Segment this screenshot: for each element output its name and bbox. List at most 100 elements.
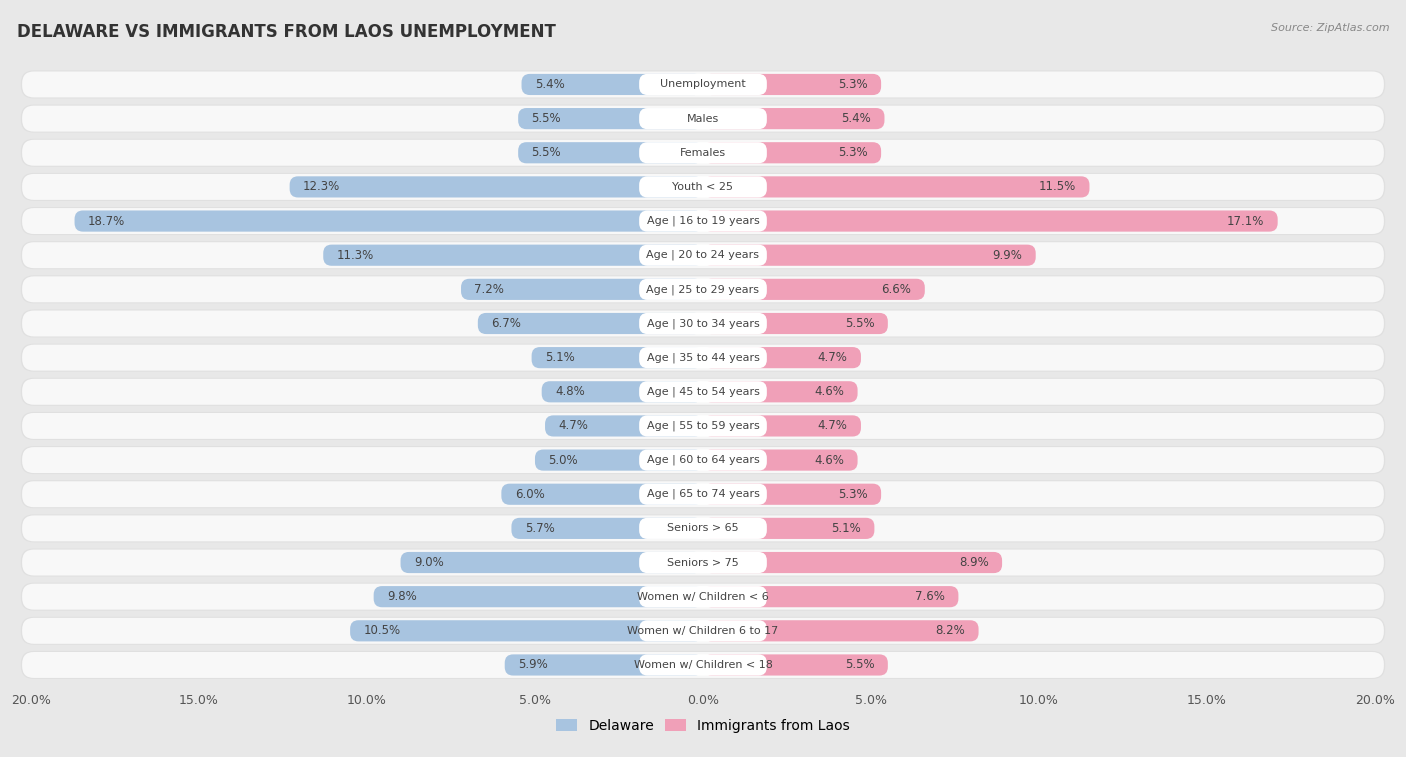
Text: 5.1%: 5.1% — [831, 522, 860, 535]
FancyBboxPatch shape — [703, 108, 884, 129]
FancyBboxPatch shape — [22, 174, 1384, 200]
Text: Age | 45 to 54 years: Age | 45 to 54 years — [647, 387, 759, 397]
Text: Youth < 25: Youth < 25 — [672, 182, 734, 192]
FancyBboxPatch shape — [22, 310, 1384, 336]
FancyBboxPatch shape — [541, 382, 703, 403]
FancyBboxPatch shape — [22, 106, 1384, 132]
Text: 5.4%: 5.4% — [841, 112, 872, 125]
FancyBboxPatch shape — [703, 382, 858, 403]
Text: Age | 65 to 74 years: Age | 65 to 74 years — [647, 489, 759, 500]
Text: 4.7%: 4.7% — [558, 419, 588, 432]
FancyBboxPatch shape — [640, 245, 766, 266]
Text: 9.8%: 9.8% — [387, 590, 416, 603]
FancyBboxPatch shape — [640, 484, 766, 505]
Text: Source: ZipAtlas.com: Source: ZipAtlas.com — [1271, 23, 1389, 33]
FancyBboxPatch shape — [640, 382, 766, 403]
FancyBboxPatch shape — [640, 313, 766, 334]
Text: 9.9%: 9.9% — [993, 249, 1022, 262]
FancyBboxPatch shape — [21, 139, 1385, 167]
FancyBboxPatch shape — [703, 176, 1090, 198]
FancyBboxPatch shape — [22, 276, 1384, 302]
FancyBboxPatch shape — [22, 447, 1384, 473]
Text: 4.6%: 4.6% — [814, 453, 844, 466]
FancyBboxPatch shape — [531, 347, 703, 368]
Text: 4.6%: 4.6% — [814, 385, 844, 398]
Text: 8.2%: 8.2% — [935, 625, 965, 637]
FancyBboxPatch shape — [703, 245, 1036, 266]
Text: Age | 25 to 29 years: Age | 25 to 29 years — [647, 284, 759, 294]
FancyBboxPatch shape — [512, 518, 703, 539]
Text: 4.7%: 4.7% — [818, 419, 848, 432]
Text: 5.3%: 5.3% — [838, 78, 868, 91]
FancyBboxPatch shape — [21, 514, 1385, 542]
FancyBboxPatch shape — [703, 279, 925, 300]
Text: 5.4%: 5.4% — [534, 78, 565, 91]
Text: 9.0%: 9.0% — [413, 556, 444, 569]
Text: Women w/ Children < 18: Women w/ Children < 18 — [634, 660, 772, 670]
FancyBboxPatch shape — [703, 347, 860, 368]
Text: Age | 30 to 34 years: Age | 30 to 34 years — [647, 318, 759, 329]
Text: 4.8%: 4.8% — [555, 385, 585, 398]
FancyBboxPatch shape — [640, 586, 766, 607]
FancyBboxPatch shape — [22, 413, 1384, 439]
FancyBboxPatch shape — [461, 279, 703, 300]
Text: Unemployment: Unemployment — [661, 79, 745, 89]
Text: 7.2%: 7.2% — [474, 283, 505, 296]
FancyBboxPatch shape — [21, 173, 1385, 201]
FancyBboxPatch shape — [75, 210, 703, 232]
FancyBboxPatch shape — [21, 104, 1385, 132]
FancyBboxPatch shape — [22, 71, 1384, 98]
Text: 10.5%: 10.5% — [364, 625, 401, 637]
FancyBboxPatch shape — [21, 276, 1385, 304]
FancyBboxPatch shape — [22, 378, 1384, 405]
FancyBboxPatch shape — [703, 313, 887, 334]
FancyBboxPatch shape — [703, 74, 882, 95]
FancyBboxPatch shape — [22, 481, 1384, 507]
Text: Females: Females — [681, 148, 725, 157]
FancyBboxPatch shape — [22, 584, 1384, 609]
Text: 11.5%: 11.5% — [1039, 180, 1076, 193]
FancyBboxPatch shape — [22, 652, 1384, 678]
FancyBboxPatch shape — [21, 310, 1385, 338]
FancyBboxPatch shape — [21, 70, 1385, 98]
Text: 5.7%: 5.7% — [524, 522, 554, 535]
FancyBboxPatch shape — [21, 241, 1385, 269]
FancyBboxPatch shape — [21, 207, 1385, 235]
FancyBboxPatch shape — [22, 550, 1384, 575]
FancyBboxPatch shape — [703, 416, 860, 437]
FancyBboxPatch shape — [519, 142, 703, 164]
FancyBboxPatch shape — [21, 617, 1385, 645]
Text: 5.1%: 5.1% — [546, 351, 575, 364]
Text: 12.3%: 12.3% — [304, 180, 340, 193]
Text: Women w/ Children 6 to 17: Women w/ Children 6 to 17 — [627, 626, 779, 636]
FancyBboxPatch shape — [22, 208, 1384, 234]
Text: Age | 20 to 24 years: Age | 20 to 24 years — [647, 250, 759, 260]
FancyBboxPatch shape — [703, 142, 882, 164]
FancyBboxPatch shape — [505, 654, 703, 675]
Text: Males: Males — [688, 114, 718, 123]
FancyBboxPatch shape — [640, 654, 766, 675]
Text: 6.7%: 6.7% — [491, 317, 522, 330]
FancyBboxPatch shape — [640, 279, 766, 300]
Text: Women w/ Children < 6: Women w/ Children < 6 — [637, 592, 769, 602]
FancyBboxPatch shape — [22, 618, 1384, 643]
FancyBboxPatch shape — [703, 552, 1002, 573]
FancyBboxPatch shape — [374, 586, 703, 607]
Text: 5.3%: 5.3% — [838, 146, 868, 159]
FancyBboxPatch shape — [21, 378, 1385, 406]
FancyBboxPatch shape — [522, 74, 703, 95]
Text: 6.0%: 6.0% — [515, 488, 544, 500]
Text: 5.5%: 5.5% — [531, 146, 561, 159]
FancyBboxPatch shape — [290, 176, 703, 198]
Text: Age | 60 to 64 years: Age | 60 to 64 years — [647, 455, 759, 466]
Text: 11.3%: 11.3% — [336, 249, 374, 262]
FancyBboxPatch shape — [401, 552, 703, 573]
FancyBboxPatch shape — [21, 651, 1385, 679]
FancyBboxPatch shape — [640, 416, 766, 437]
FancyBboxPatch shape — [323, 245, 703, 266]
FancyBboxPatch shape — [502, 484, 703, 505]
FancyBboxPatch shape — [21, 344, 1385, 372]
FancyBboxPatch shape — [350, 620, 703, 641]
Text: 8.9%: 8.9% — [959, 556, 988, 569]
FancyBboxPatch shape — [22, 242, 1384, 268]
